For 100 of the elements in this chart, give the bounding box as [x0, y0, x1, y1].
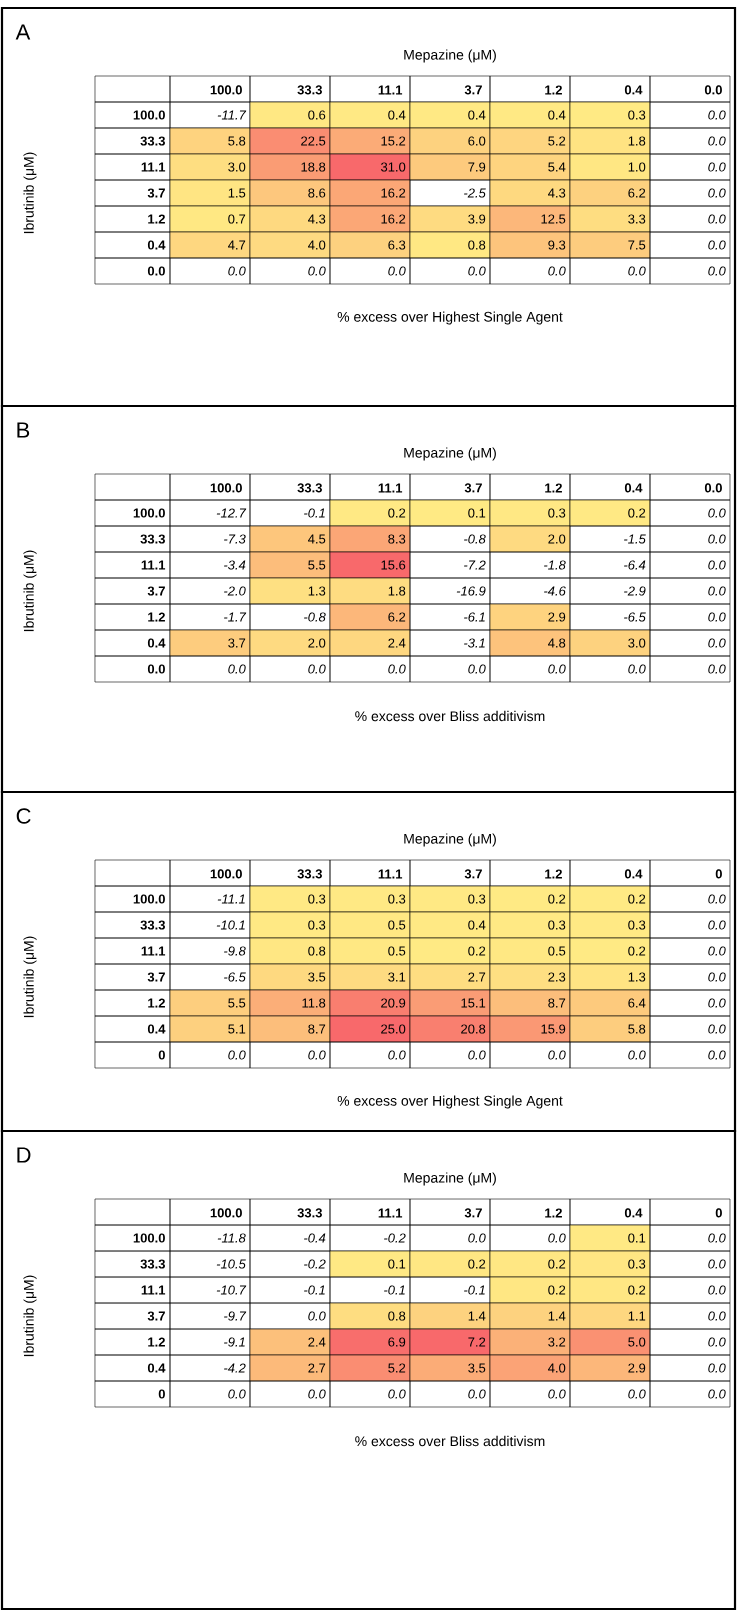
data-label: -4.2 — [224, 1363, 246, 1373]
x-tick-label: 100.0 — [210, 869, 242, 879]
data-label: 1.1 — [628, 1311, 646, 1321]
data-label: -0.8 — [464, 534, 486, 544]
y-axis-title: Ibrutinib (μM) — [23, 1275, 37, 1357]
data-label: 2.0 — [308, 638, 326, 648]
data-label: 0.2 — [628, 1285, 646, 1295]
text: % excess over Bliss additivism — [355, 1435, 545, 1447]
data-label: 15.1 — [461, 998, 486, 1008]
data-label: 0.4 — [388, 110, 406, 120]
data-label: 0.3 — [468, 894, 486, 904]
x-tick-label: 3.7 — [464, 85, 482, 95]
data-label: 0.0 — [708, 534, 726, 544]
data-label: 0.5 — [548, 946, 566, 956]
data-label: 8.6 — [308, 188, 326, 198]
data-label: 0.0 — [308, 664, 326, 674]
chart-title: D — [17, 1147, 31, 1163]
data-label: 0.2 — [548, 1259, 566, 1269]
data-label: 1.4 — [468, 1311, 486, 1321]
y-axis-title: Ibrutinib (μM) — [23, 152, 37, 234]
data-label: 0.0 — [708, 946, 726, 956]
data-label: 0.0 — [548, 1233, 566, 1243]
data-label: 7.9 — [468, 162, 486, 172]
x-tick-label: 0.4 — [624, 483, 643, 493]
data-label: 0.4 — [468, 110, 486, 120]
data-label: -0.1 — [464, 1285, 485, 1295]
data-label: 0.0 — [708, 214, 726, 224]
data-label: 5.5 — [308, 560, 326, 570]
x-tick-label: 33.3 — [297, 85, 322, 95]
data-label: 0.2 — [468, 1259, 486, 1269]
data-label: 0.1 — [628, 1233, 646, 1243]
data-label: 1.0 — [628, 162, 646, 172]
y-tick-label: 1.2 — [148, 1337, 165, 1347]
data-label: 0.7 — [228, 214, 246, 224]
x-tick-label: 33.3 — [297, 483, 322, 493]
data-label: 15.6 — [381, 560, 406, 570]
y-tick-label: 0.4 — [147, 1363, 166, 1373]
data-label: 0.3 — [548, 508, 566, 518]
data-label: 0.0 — [708, 1259, 726, 1269]
x-tick-label: 1.2 — [545, 1208, 562, 1218]
data-label: -2.5 — [464, 188, 486, 198]
data-label: 15.2 — [381, 136, 406, 146]
data-label: -11.7 — [217, 110, 247, 120]
y-tick-label: 33.3 — [140, 136, 165, 146]
data-label: 3.9 — [468, 214, 486, 224]
data-label: 5.2 — [388, 1363, 406, 1373]
data-label: 6.2 — [388, 612, 406, 622]
data-label: 5.4 — [548, 162, 566, 172]
data-label: 0.0 — [708, 638, 726, 648]
data-label: 0.2 — [388, 508, 406, 518]
data-label: 1.5 — [228, 188, 246, 198]
y-tick-label: 11.1 — [141, 946, 166, 956]
data-label: 0.0 — [548, 664, 566, 674]
data-label: 0.0 — [708, 508, 726, 518]
data-label: -6.5 — [224, 972, 246, 982]
data-label: 7.2 — [468, 1337, 486, 1347]
data-label: -1.5 — [624, 534, 646, 544]
data-label: 8.3 — [388, 534, 406, 544]
data-label: 0.0 — [468, 1050, 486, 1060]
data-label: 6.3 — [388, 240, 406, 250]
x-tick-label: 3.7 — [464, 483, 482, 493]
data-label: 6.9 — [388, 1337, 406, 1347]
data-label: 3.1 — [388, 972, 406, 982]
x-tick-label: 0.0 — [704, 85, 722, 95]
data-label: 2.9 — [548, 612, 566, 622]
y-tick-label: 0.0 — [147, 266, 165, 276]
data-label: 2.0 — [548, 534, 566, 544]
data-label: 0.0 — [708, 920, 726, 930]
y-tick-label: 33.3 — [140, 534, 165, 544]
data-label: 0.4 — [468, 920, 486, 930]
data-label: 0.0 — [628, 1389, 646, 1399]
data-label: 0.0 — [708, 1233, 726, 1243]
x-axis-title: Mepazine (μM) — [404, 49, 496, 63]
data-label: 0.0 — [708, 972, 726, 982]
y-tick-label: 33.3 — [140, 1259, 165, 1269]
data-label: 0.0 — [708, 998, 726, 1008]
data-label: 0.0 — [708, 188, 726, 198]
data-label: 0.0 — [708, 1285, 726, 1295]
data-label: 0.0 — [228, 664, 246, 674]
data-label: 4.0 — [308, 240, 326, 250]
data-label: 0.0 — [548, 1389, 566, 1399]
x-tick-label: 0 — [715, 869, 722, 879]
data-label: 0.0 — [228, 266, 246, 276]
data-label: 2.9 — [628, 1363, 646, 1373]
data-label: 0.2 — [548, 1285, 566, 1295]
data-label: 0.0 — [708, 1050, 726, 1060]
data-label: -0.1 — [304, 1285, 325, 1295]
data-label: 4.8 — [548, 638, 566, 648]
data-label: 0.3 — [628, 1259, 646, 1269]
data-label: 0.0 — [708, 162, 726, 172]
y-tick-label: 0.4 — [147, 638, 166, 648]
data-label: 0.2 — [628, 508, 646, 518]
data-label: 3.0 — [228, 162, 246, 172]
data-label: 0.0 — [708, 1389, 726, 1399]
data-label: 0.3 — [628, 110, 646, 120]
y-tick-label: 0.4 — [147, 240, 166, 250]
data-label: 0.0 — [708, 586, 726, 596]
data-label: 0.0 — [628, 664, 646, 674]
x-axis-title: Mepazine (μM) — [404, 833, 496, 847]
data-label: 0.0 — [308, 1311, 326, 1321]
